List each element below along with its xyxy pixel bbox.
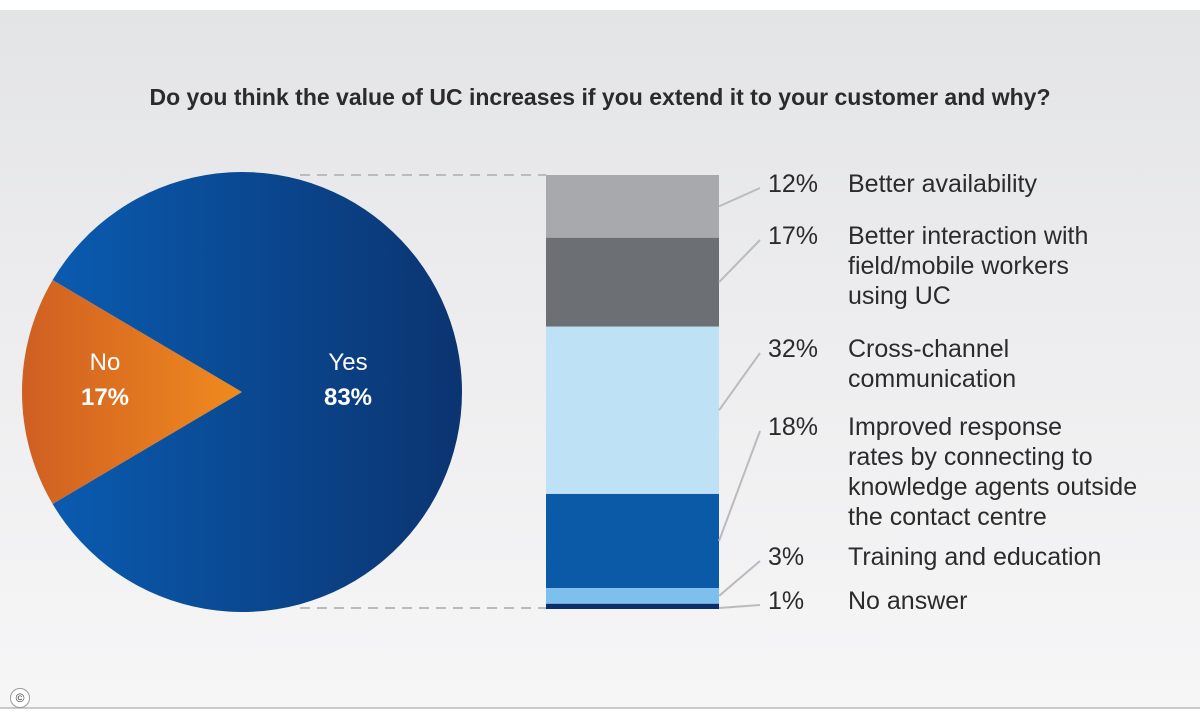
bar-segment-2 [546,237,719,327]
pie-value-yes: 83% [324,384,372,411]
stacked-bar-chart [300,174,719,609]
leader-line-3 [718,352,761,411]
bar-segment-6 [546,603,719,609]
leader-line-5 [718,560,761,597]
segment-category-label: rates by connecting to [848,443,1093,471]
segment-value-label: 32% [768,335,818,363]
pie-label-no: No [90,349,121,376]
segment-value-label: 18% [768,413,818,441]
pie-slice-no [22,280,243,504]
segment-value-label: 17% [768,222,818,250]
bar-segment-4 [546,493,719,589]
segment-category-label: Improved response [848,413,1062,441]
pie-chart: No 17% Yes 83% [22,171,462,612]
segment-category-label: Cross-channel [848,335,1009,363]
segment-category-label: Better interaction with [848,222,1088,250]
segment-category-label: using UC [848,282,951,310]
leader-line-1 [718,187,761,208]
bar-segment-3 [546,326,719,494]
leader-line-2 [718,239,761,283]
segment-category-label: knowledge agents outside [848,473,1137,501]
pie-slice-yes [52,171,462,612]
segment-value-label: 12% [768,170,818,198]
segment-category-label: communication [848,365,1016,393]
segment-category-label: field/mobile workers [848,252,1069,280]
bar-segment-5 [546,588,719,604]
segment-category-label: Training and education [848,543,1101,571]
leader-line-4 [718,430,761,542]
pie-label-yes: Yes [328,349,367,376]
segment-category-label: Better availability [848,170,1037,198]
segment-category-label: the contact centre [848,503,1047,531]
segment-value-label: 3% [768,543,804,571]
copyright-icon: © [10,688,30,708]
bar-segment-1 [546,175,719,238]
segment-category-label: No answer [848,587,968,615]
bar-legend-labels: 12% Better availability 17% Better interact… [718,170,1137,615]
leader-line-6 [718,604,761,609]
segment-value-label: 1% [768,587,804,615]
chart-title: Do you think the value of UC increases i… [149,84,1051,110]
pie-value-no: 17% [81,384,129,411]
